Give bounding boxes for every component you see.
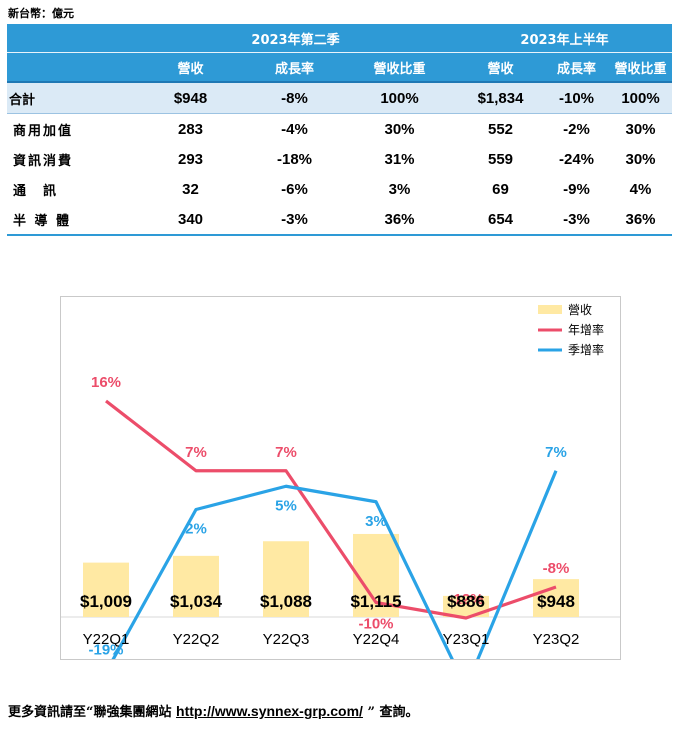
table-cell: 32 <box>182 180 199 198</box>
row-label: 半 導 體 <box>7 204 134 236</box>
row-label: 商用加值 <box>13 123 74 139</box>
table-cell: $948 <box>134 81 247 114</box>
x-tick-label: Y23Q1 <box>443 631 490 648</box>
revenue-bar <box>83 562 129 617</box>
group-header-h1: 2023年上半年 <box>457 24 673 53</box>
row-label: 通 訊 <box>13 183 59 199</box>
bar-value-label: $1,009 <box>80 592 132 611</box>
table-cell: 3% <box>388 180 411 198</box>
col-header: 營收 <box>457 52 545 82</box>
table-cell: -8% <box>247 81 342 114</box>
table-row: 半 導 體 340 -3% 36% 654 -3% 36% <box>7 204 673 236</box>
table-cell: 340 <box>134 204 247 236</box>
yoy-data-label: -8% <box>543 560 570 577</box>
x-tick-label: Y22Q3 <box>263 631 310 648</box>
bar-value-label: $886 <box>447 592 485 611</box>
qoq-data-label: -19% <box>88 641 123 658</box>
table-cell: -3% <box>544 204 610 236</box>
table-cell: 36% <box>609 204 673 236</box>
table-cell: 30% <box>625 150 656 168</box>
row-label: 合計 <box>7 81 134 114</box>
table-cell: 4% <box>629 180 652 198</box>
group-header-row: 2023年第二季 2023年上半年 <box>7 24 673 53</box>
header-spacer <box>7 52 134 82</box>
table-cell: -9% <box>563 180 590 198</box>
table-cell: 30% <box>625 120 656 138</box>
table-cell: 283 <box>177 120 204 138</box>
legend-label-yoy: 年增率 <box>568 322 604 337</box>
yoy-growth-line <box>105 399 557 620</box>
table-cell: 559 <box>488 150 514 168</box>
revenue-chart: 16% 7% 7% -10% -12% -8% -19% 2% 5% 3% -21% 7% $1,009… <box>60 296 621 660</box>
table-cell: -24% <box>559 150 595 168</box>
table-cell: 654 <box>457 204 545 236</box>
table-cell: 552 <box>488 120 514 138</box>
qoq-growth-line <box>111 470 558 659</box>
x-tick-label: Y22Q1 <box>83 631 130 648</box>
yoy-data-label: 7% <box>185 444 207 461</box>
yoy-data-label: 16% <box>91 374 121 391</box>
column-header-row: 營收 成長率 營收比重 營收 成長率 營收比重 <box>7 52 673 82</box>
footer-note: 更多資訊請至“聯強集團網站 http://www.synnex-grp.com/… <box>8 701 418 720</box>
qoq-data-label: 3% <box>365 513 387 530</box>
legend-swatch-revenue <box>538 305 562 314</box>
table-row: 資訊消費 293 -18% 31% 559 -24% 30% <box>7 144 672 174</box>
table-cell: 31% <box>384 150 415 168</box>
footer-suffix: ” 查詢。 <box>362 705 419 720</box>
table-cell: -6% <box>281 180 308 198</box>
table-cell: 100% <box>342 81 458 114</box>
table-row: 商用加值 283 -4% 30% 552 -2% 30% <box>7 114 672 145</box>
legend-label-qoq: 季增率 <box>568 342 604 357</box>
bar-value-label: $1,088 <box>260 592 312 611</box>
revenue-bar <box>263 541 309 617</box>
financial-table: 2023年第二季 2023年上半年 營收 成長率 營收比重 營收 成長率 營收比… <box>7 24 673 236</box>
col-header: 營收比重 <box>342 52 458 82</box>
x-tick-label: Y22Q2 <box>173 631 220 648</box>
qoq-data-label: -21% <box>448 657 483 659</box>
yoy-data-label: -10% <box>358 616 393 633</box>
qoq-data-label: 7% <box>545 444 567 461</box>
revenue-bar <box>173 555 219 617</box>
bar-value-label: $1,115 <box>350 592 401 611</box>
col-header: 營收 <box>134 52 247 82</box>
table-cell: -10% <box>544 81 610 114</box>
header-spacer <box>7 24 134 53</box>
table-row: 通 訊 32 -6% 3% 69 -9% 4% <box>7 174 672 204</box>
row-label: 資訊消費 <box>13 153 74 169</box>
table-cell: -18% <box>276 150 313 168</box>
qoq-data-label: 5% <box>275 497 297 514</box>
table-cell: 30% <box>384 120 415 138</box>
table-cell: -4% <box>281 120 308 138</box>
yoy-data-label: -12% <box>448 591 483 608</box>
col-header: 成長率 <box>247 52 342 82</box>
qoq-data-label: 2% <box>185 521 207 538</box>
x-tick-label: Y22Q4 <box>353 631 400 648</box>
table-cell: 69 <box>492 180 509 198</box>
table-cell: 36% <box>342 204 458 236</box>
col-header: 營收比重 <box>609 52 673 82</box>
col-header: 成長率 <box>544 52 610 82</box>
table-cell: -2% <box>563 120 590 138</box>
table-cell: 100% <box>609 81 673 114</box>
chart-canvas: 16% 7% 7% -10% -12% -8% -19% 2% 5% 3% -21% 7% $1,009… <box>61 303 620 659</box>
revenue-bar <box>533 579 579 617</box>
bar-value-label: $1,034 <box>170 592 223 611</box>
x-tick-label: Y23Q2 <box>533 631 580 648</box>
footer-prefix: 更多資訊請至“聯強集團網站 <box>8 705 177 720</box>
legend-label-revenue: 營收 <box>568 303 592 317</box>
revenue-bar <box>443 595 489 617</box>
unit-label: 新台幣：億元 <box>8 7 74 20</box>
group-header-q2: 2023年第二季 <box>134 24 458 53</box>
bar-value-label: $948 <box>537 592 575 611</box>
table-cell: $1,834 <box>457 81 545 114</box>
table-row-total: 合計 $948 -8% 100% $1,834 -10% 100% <box>7 81 673 114</box>
table-cell: -3% <box>247 204 342 236</box>
yoy-data-label: 7% <box>275 444 297 461</box>
website-link[interactable]: http://www.synnex-grp.com/ <box>176 703 363 719</box>
table-cell: 293 <box>177 150 204 168</box>
